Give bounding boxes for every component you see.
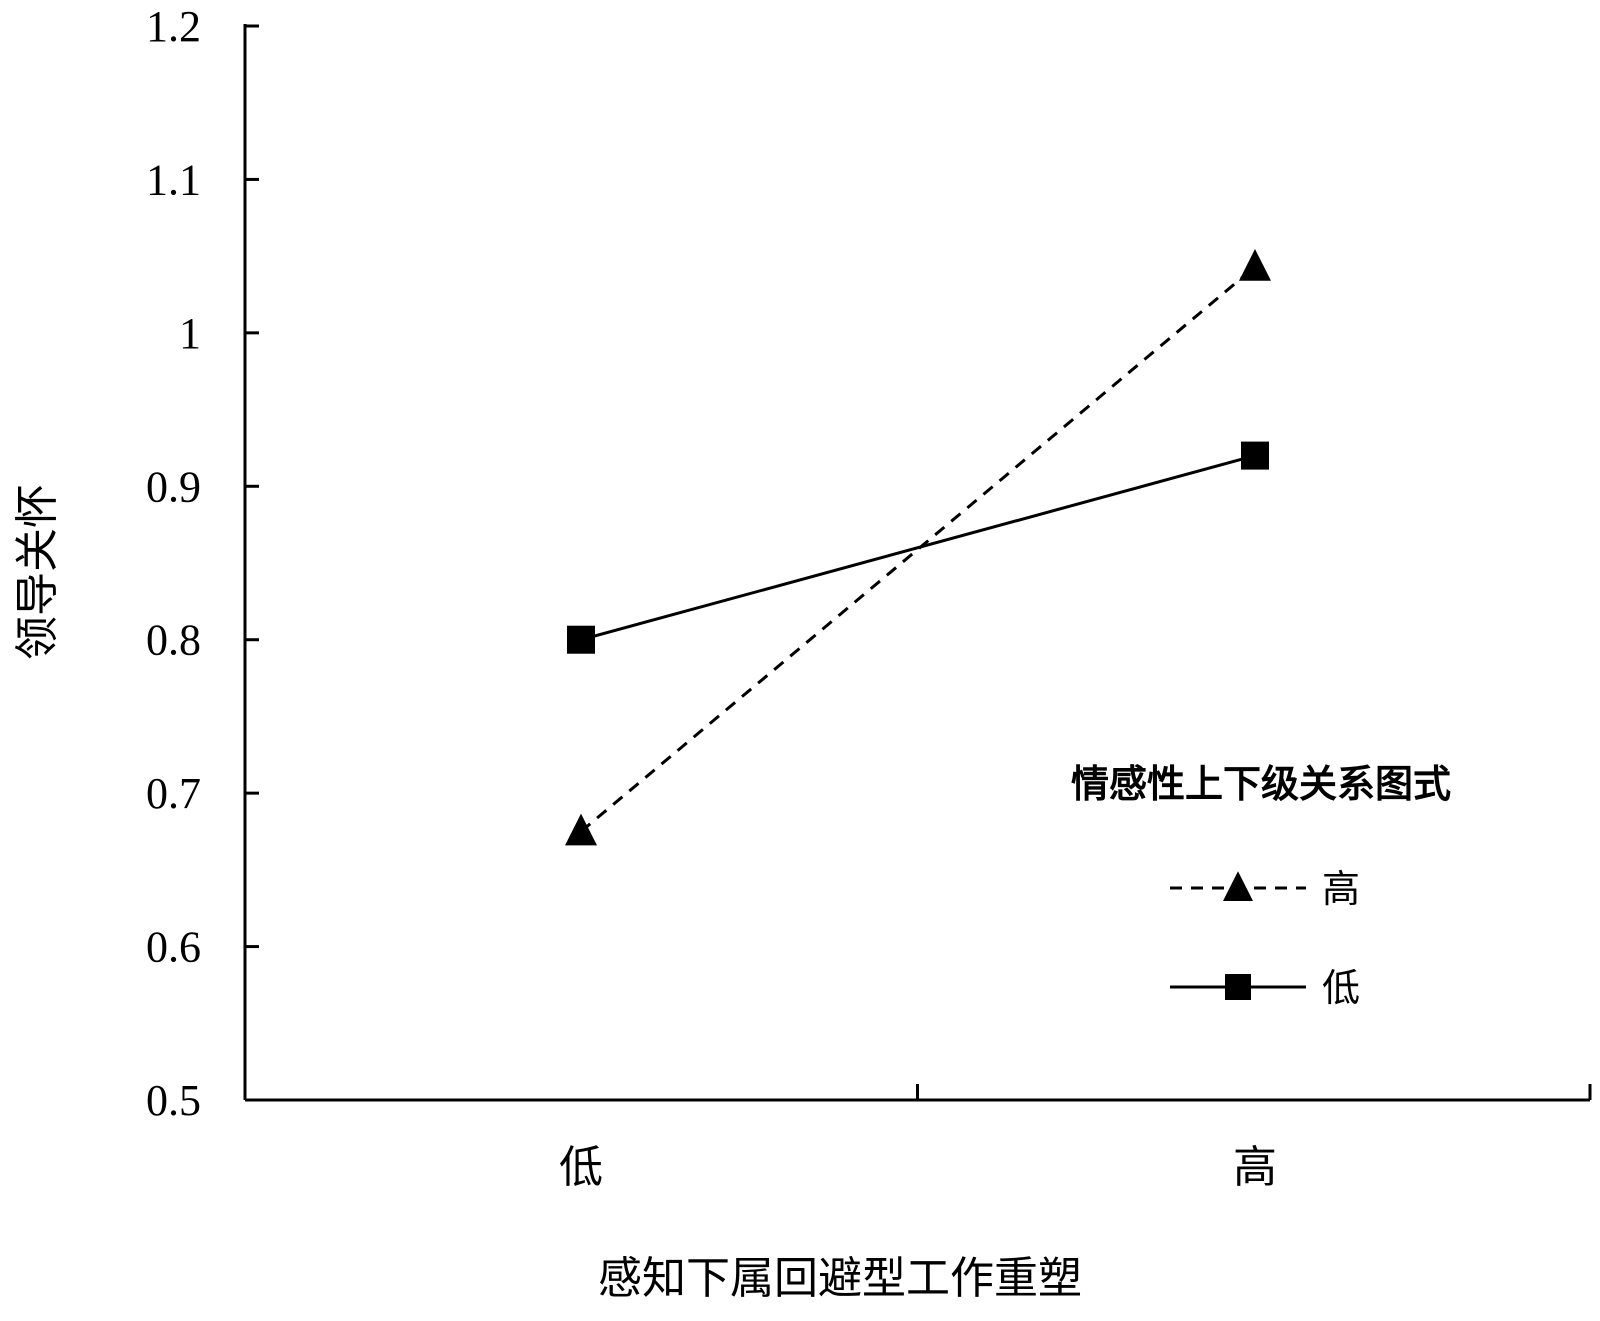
data-point <box>1241 441 1269 470</box>
y-tick-label: 1 <box>179 309 201 358</box>
data-point <box>565 813 597 846</box>
legend-label: 低 <box>1322 966 1360 1010</box>
y-axis-title: 领导关怀 <box>12 484 63 660</box>
axes <box>243 24 1590 1102</box>
series <box>567 441 1269 654</box>
series <box>565 249 1271 846</box>
legend-label: 高 <box>1322 867 1360 911</box>
legend-marker <box>1223 871 1253 901</box>
x-tick-label: 低 <box>559 1142 603 1193</box>
series-layer <box>565 249 1271 846</box>
y-tick-label: 1.1 <box>146 155 201 204</box>
x-ticks: 低高 <box>243 1084 1592 1193</box>
x-tick-label: 高 <box>1233 1142 1277 1193</box>
legend-title: 情感性上下级关系图式 <box>1071 762 1451 806</box>
y-ticks: 0.5 0.6 0.7 0.8 0.9 1 1.1 1.2 <box>146 2 259 1125</box>
series-line <box>580 454 1256 642</box>
y-tick-label: 1.2 <box>146 2 201 51</box>
y-tick-label: 0.6 <box>146 923 201 972</box>
data-point <box>567 625 595 654</box>
y-tick-label: 0.5 <box>146 1076 201 1125</box>
y-tick-label: 0.9 <box>146 462 201 511</box>
x-axis-title: 感知下属回避型工作重塑 <box>598 1253 1082 1304</box>
y-tick-label: 0.8 <box>146 616 201 665</box>
legend: 情感性上下级关系图式 高低 <box>1071 762 1451 1010</box>
data-point <box>1239 249 1271 281</box>
legend-marker <box>1225 974 1251 1000</box>
y-tick-label: 0.7 <box>146 769 201 818</box>
